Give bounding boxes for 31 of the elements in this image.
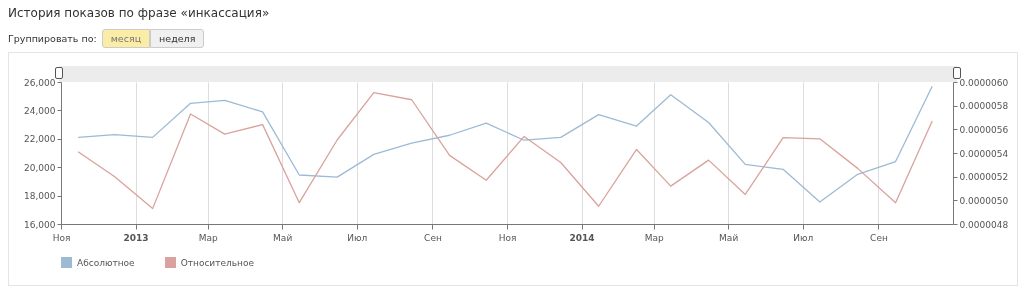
x-tick-label: Июл xyxy=(347,232,368,243)
x-tick-label: Май xyxy=(719,232,739,243)
x-tick-label: Сен xyxy=(424,232,442,243)
x-tick-label: Ноя xyxy=(52,232,71,243)
y-tick-label: 26,000 xyxy=(24,77,56,88)
y-tick-label: 22,000 xyxy=(24,134,56,145)
x-tick-label: Ноя xyxy=(498,232,517,243)
x-tick-label: Сен xyxy=(870,232,888,243)
x-tick-label: 2013 xyxy=(123,232,149,243)
y2-tick-label: 0.0000060 xyxy=(959,77,1009,88)
y2-tick-label: 0.0000048 xyxy=(959,219,1009,230)
y2-tick-label: 0.0000054 xyxy=(959,148,1009,159)
x-tick-label: Мар xyxy=(198,232,218,243)
y2-tick-label: 0.0000056 xyxy=(959,124,1009,135)
x-tick-label: Мар xyxy=(644,232,664,243)
text: неделя xyxy=(150,29,205,48)
y2-tick-label: 0.0000058 xyxy=(959,101,1009,112)
legend-label: Относительное xyxy=(180,257,254,268)
legend-label: Абсолютное xyxy=(77,257,135,268)
y2-tick-label: 0.0000052 xyxy=(959,172,1009,183)
y-tick-label: 18,000 xyxy=(24,191,56,202)
text: Группировать по: xyxy=(8,33,97,44)
y-tick-label: 20,000 xyxy=(24,162,56,173)
chart-title: История показов по фразе «инкассация» xyxy=(8,6,270,20)
x-tick-label: Май xyxy=(273,232,293,243)
y2-tick-label: 0.0000050 xyxy=(959,195,1009,206)
x-tick-label: 2014 xyxy=(569,232,595,243)
x-tick-label: Июл xyxy=(793,232,814,243)
y-tick-label: 16,000 xyxy=(24,219,56,230)
y-tick-label: 24,000 xyxy=(24,105,56,116)
text: месяц xyxy=(101,29,151,48)
